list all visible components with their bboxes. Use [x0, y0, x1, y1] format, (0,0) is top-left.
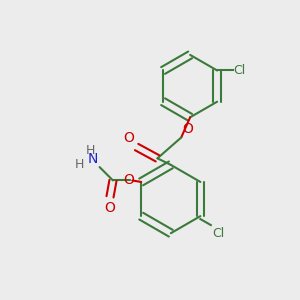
- Text: O: O: [105, 201, 116, 215]
- Text: H: H: [75, 158, 84, 171]
- Text: O: O: [123, 173, 134, 188]
- Text: Cl: Cl: [212, 226, 224, 239]
- Text: Cl: Cl: [233, 64, 246, 77]
- Text: N: N: [88, 152, 98, 166]
- Text: H: H: [86, 144, 95, 157]
- Text: O: O: [183, 122, 194, 136]
- Text: O: O: [123, 131, 134, 145]
